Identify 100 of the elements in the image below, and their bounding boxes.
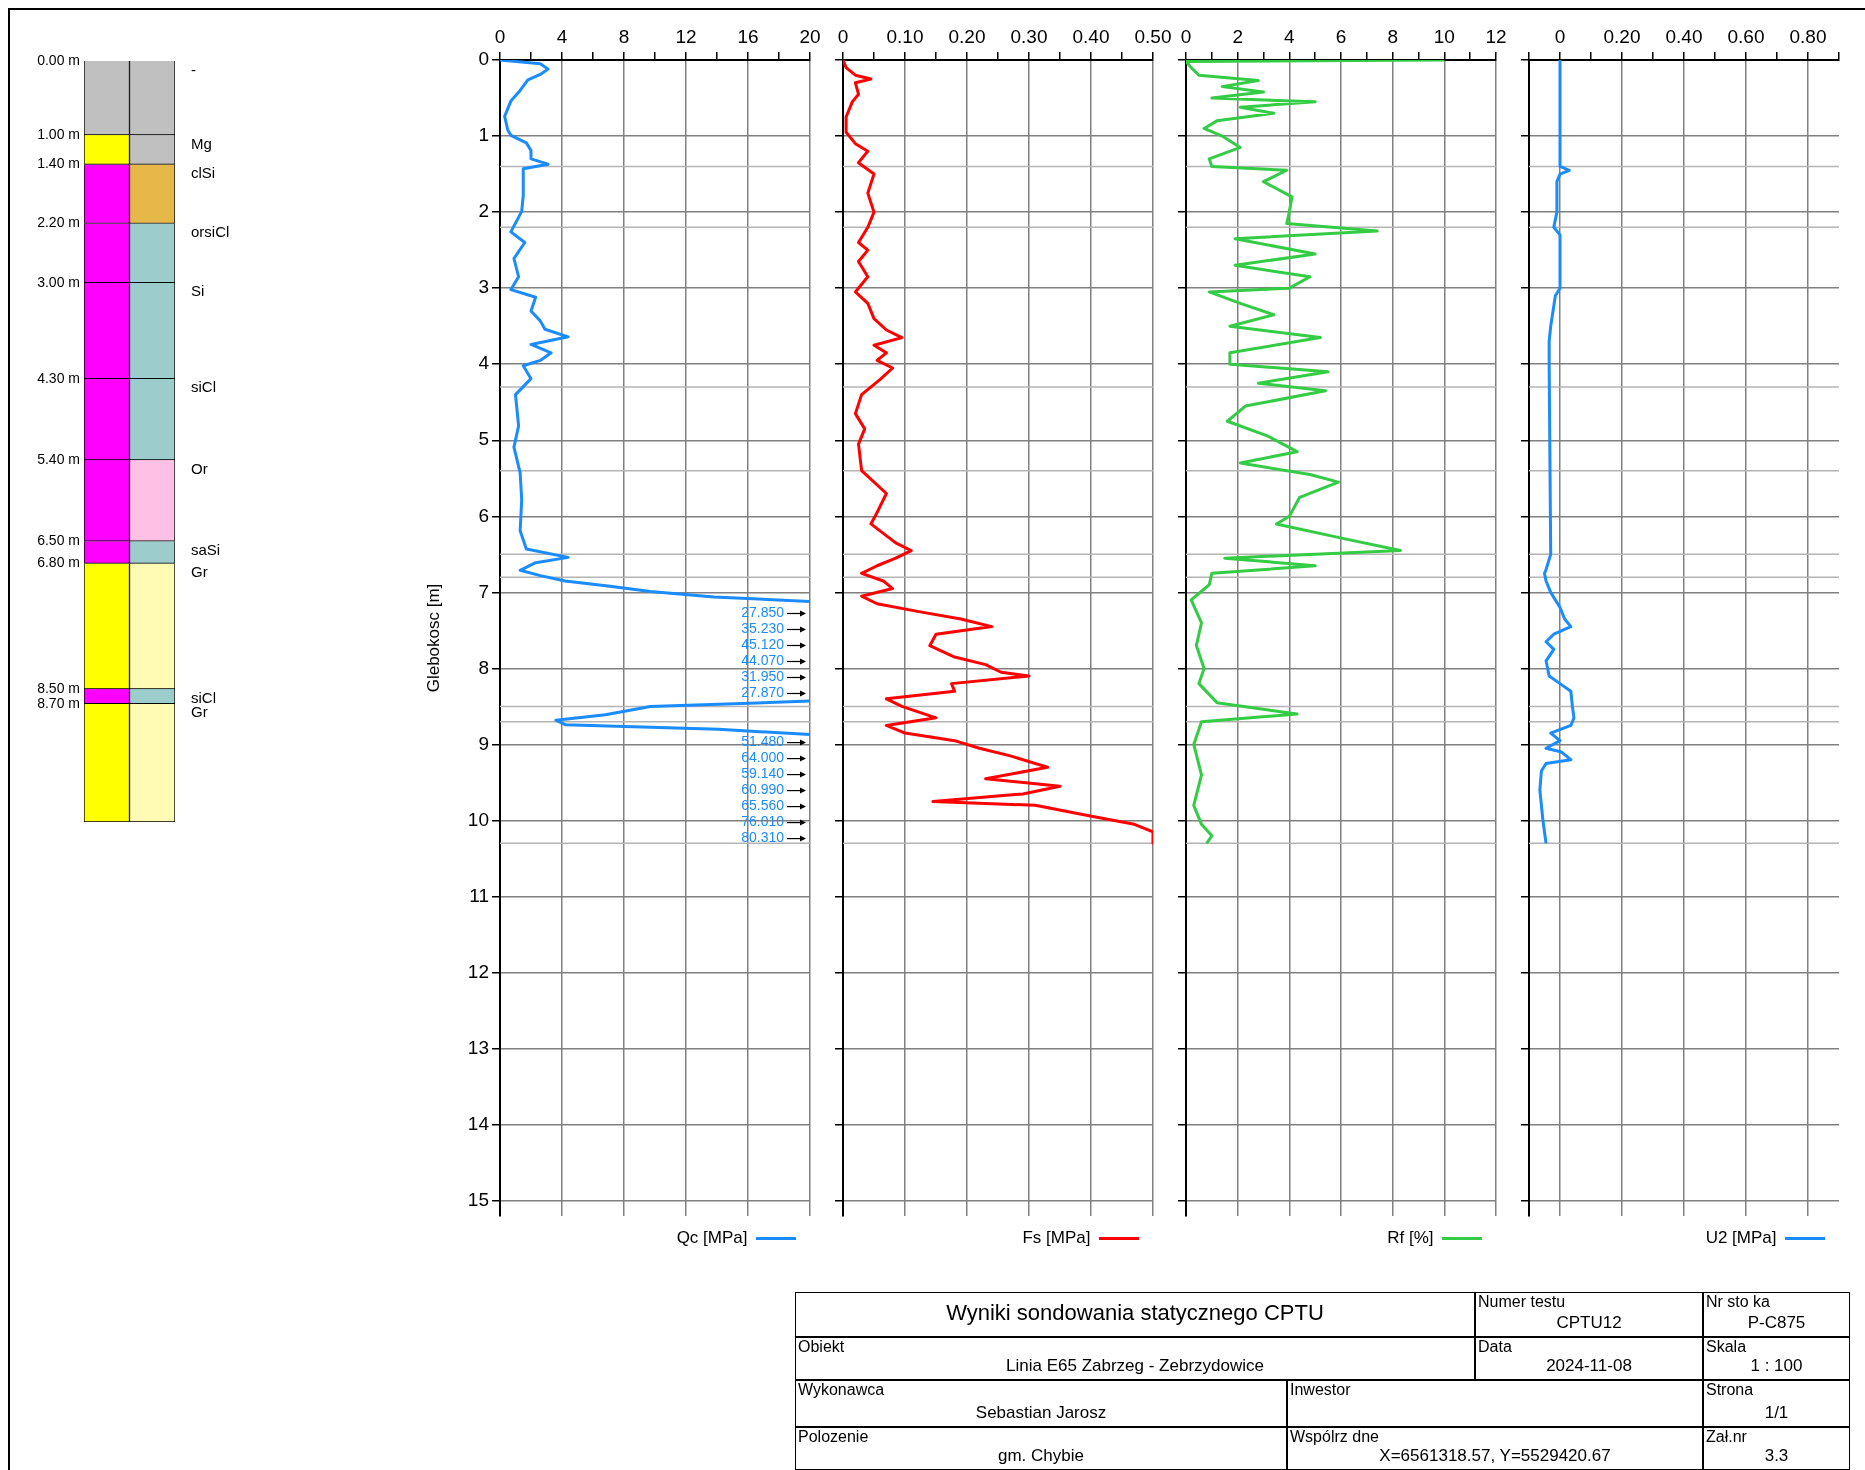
legend-label: Qc [MPa] [676,1228,748,1248]
series-label: siCl [191,378,216,396]
text: 2024-11-08 [1545,1356,1633,1376]
x-tick-label: 0 [1554,25,1566,47]
series-label: Mg [191,134,212,152]
y-tick-label: 8 [478,656,489,678]
x-tick-label: 10 [1433,25,1455,47]
annotation: 64.000 [741,749,785,766]
series-label: Gr [191,563,208,581]
x-tick-label: 0.40 [1665,25,1703,47]
x-tick-label: 0.40 [1072,25,1110,47]
text: Inwestor [1290,1381,1351,1399]
y-tick-label: 5.40 m [37,450,80,467]
text: gm. Chybie [997,1446,1085,1466]
y-tick-label: 1.40 m [37,155,80,172]
x-tick-label: 0 [837,25,849,47]
y-tick-label: 6 [478,504,489,526]
y-tick-label: 9 [478,732,489,754]
x-tick-label: 12 [1485,25,1507,47]
series-label: Si [191,282,205,300]
x-tick-label: 0.50 [1134,25,1172,47]
y-tick-label: 6.50 m [37,532,80,549]
x-tick-label: 12 [675,25,697,47]
y-tick-label: 8.70 m [37,694,80,711]
text: 1 : 100 [1749,1356,1804,1376]
text: 3.3 [1763,1446,1790,1466]
annotation: 65.560 [741,797,785,814]
text: Wykonawca [798,1381,885,1399]
y-axis-title: Glebokosc [m] [423,583,443,693]
annotation: 27.870 [741,684,785,701]
text: Sebastian Jarosz [974,1403,1108,1423]
x-tick-label: 0.20 [948,25,986,47]
text: Strona [1706,1381,1754,1399]
x-tick-label: 20 [799,25,821,47]
x-tick-label: 16 [737,25,759,47]
y-tick-label: 11 [469,884,489,906]
x-tick-label: 0.80 [1789,25,1827,47]
text: Numer testu [1478,1293,1566,1311]
annotation: 31.950 [741,668,785,685]
x-tick-label: 2 [1232,25,1243,47]
y-tick-label: 12 [467,960,489,982]
series-label: orsiCl [191,223,230,241]
x-tick-label: 0 [494,25,506,47]
annotation: 27.850 [741,604,785,621]
x-tick-label: 0.10 [886,25,924,47]
x-tick-label: 0.30 [1010,25,1048,47]
series-label: Gr [191,703,208,721]
series-label: saSi [191,540,221,558]
x-tick-label: 8 [1387,25,1398,47]
annotation: 76.010 [741,813,785,830]
text: Zał.nr [1706,1428,1747,1446]
series-label: siCl [191,688,216,706]
y-tick-label: 8.50 m [37,679,80,696]
y-tick-label: 2.20 m [37,214,80,231]
text: Linia E65 Zabrzeg - Zebrzydowice [1005,1356,1265,1376]
x-tick-label: 0.20 [1603,25,1641,47]
text: 1/1 [1763,1403,1790,1423]
text: Obiekt [798,1338,845,1356]
text: CPTU12 [1555,1313,1623,1333]
series-label: Or [191,459,208,477]
text: Wspólrz dne [1290,1428,1379,1446]
y-tick-label: 4 [478,352,490,374]
annotation: 51.480 [741,733,785,750]
y-tick-label: 3 [478,276,489,298]
y-tick-label: 1 [478,124,489,146]
x-tick-label: 8 [618,25,630,47]
y-tick-label: 0 [478,48,489,70]
y-tick-label: 2 [478,200,489,222]
y-tick-label: 10 [467,808,489,830]
text: Nr sto ka [1706,1293,1771,1311]
y-tick-label: 7 [478,580,489,602]
y-tick-label: 1.00 m [37,125,80,142]
x-tick-label: 4 [556,25,568,47]
x-tick-label: 6 [1335,25,1347,47]
legend-label: U2 [MPa] [1705,1228,1777,1248]
y-tick-label: 5 [478,428,489,450]
series-label: - [191,60,196,78]
annotation: 35.230 [741,620,785,637]
x-tick-label: 0 [1180,25,1192,47]
x-tick-label: 4 [1284,25,1296,47]
legend-label: Rf [%] [1387,1228,1434,1248]
y-tick-label: 4.30 m [37,369,80,386]
y-tick-label: 6.80 m [37,554,80,571]
y-tick-label: 15 [467,1189,489,1211]
text: Data [1478,1338,1512,1356]
text: P-C875 [1746,1313,1807,1333]
text: X=6561318.57, Y=5529420.67 [1378,1446,1612,1466]
annotation: 80.310 [741,829,785,846]
annotation: 44.070 [741,652,785,669]
legend-label: Fs [MPa] [1022,1228,1091,1248]
annotation: 45.120 [741,636,785,653]
x-tick-label: 0.60 [1727,25,1765,47]
y-tick-label: 14 [467,1112,490,1134]
text: Polozenie [798,1428,869,1446]
text: Wyniki sondowania statycznego CPTU [945,1300,1325,1326]
y-tick-label: 13 [467,1036,489,1058]
annotation: 60.990 [741,781,785,798]
y-tick-label: 0.00 m [37,51,80,68]
y-tick-label: 3.00 m [37,273,80,290]
annotation: 59.140 [741,765,785,782]
